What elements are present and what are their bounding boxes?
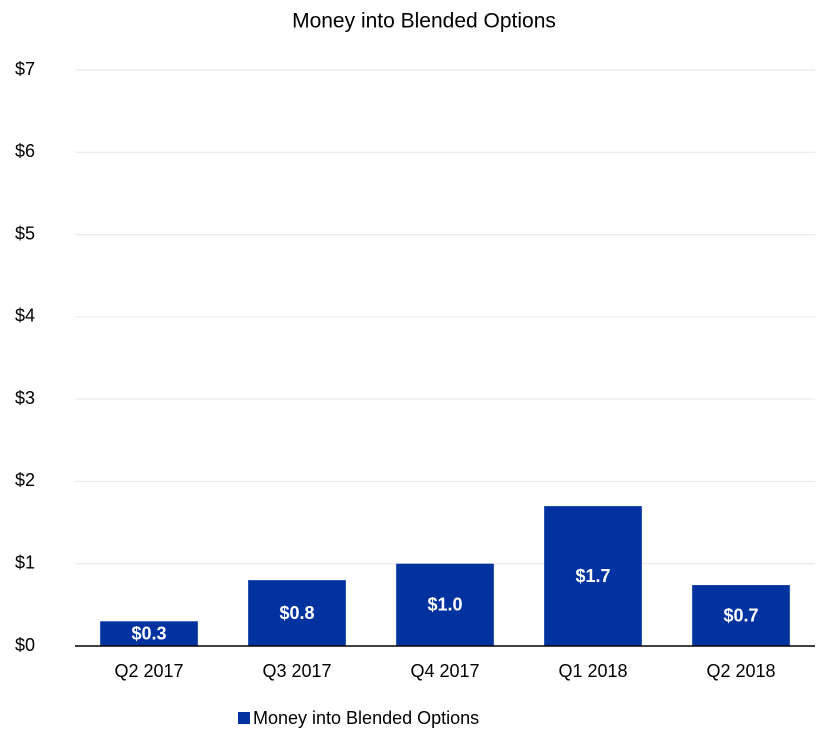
y-tick-label: $2 [15, 470, 35, 490]
y-tick-label: $5 [15, 223, 35, 243]
data-label: $1.0 [427, 595, 462, 615]
y-tick-label: $6 [15, 141, 35, 161]
data-label: $0.3 [131, 623, 166, 643]
data-label: $0.8 [279, 603, 314, 623]
bar [396, 563, 494, 646]
y-tick-label: $4 [15, 306, 35, 326]
y-tick-label: $3 [15, 388, 35, 408]
legend-label: Money into Blended Options [253, 708, 479, 728]
x-tick-label: Q3 2017 [262, 661, 331, 681]
y-tick-label: $7 [15, 59, 35, 79]
x-tick-label: Q4 2017 [410, 661, 479, 681]
data-label: $0.7 [723, 605, 758, 625]
legend-swatch [238, 712, 250, 724]
x-tick-label: Q1 2018 [558, 661, 627, 681]
bar [100, 621, 198, 646]
bar [692, 585, 790, 646]
x-tick-label: Q2 2018 [706, 661, 775, 681]
x-tick-label: Q2 2017 [114, 661, 183, 681]
bar [544, 506, 642, 646]
y-tick-label: $0 [15, 635, 35, 655]
chart-title: Money into Blended Options [292, 10, 556, 33]
data-label: $1.7 [575, 566, 610, 586]
bar [248, 580, 346, 646]
y-tick-label: $1 [15, 552, 35, 572]
